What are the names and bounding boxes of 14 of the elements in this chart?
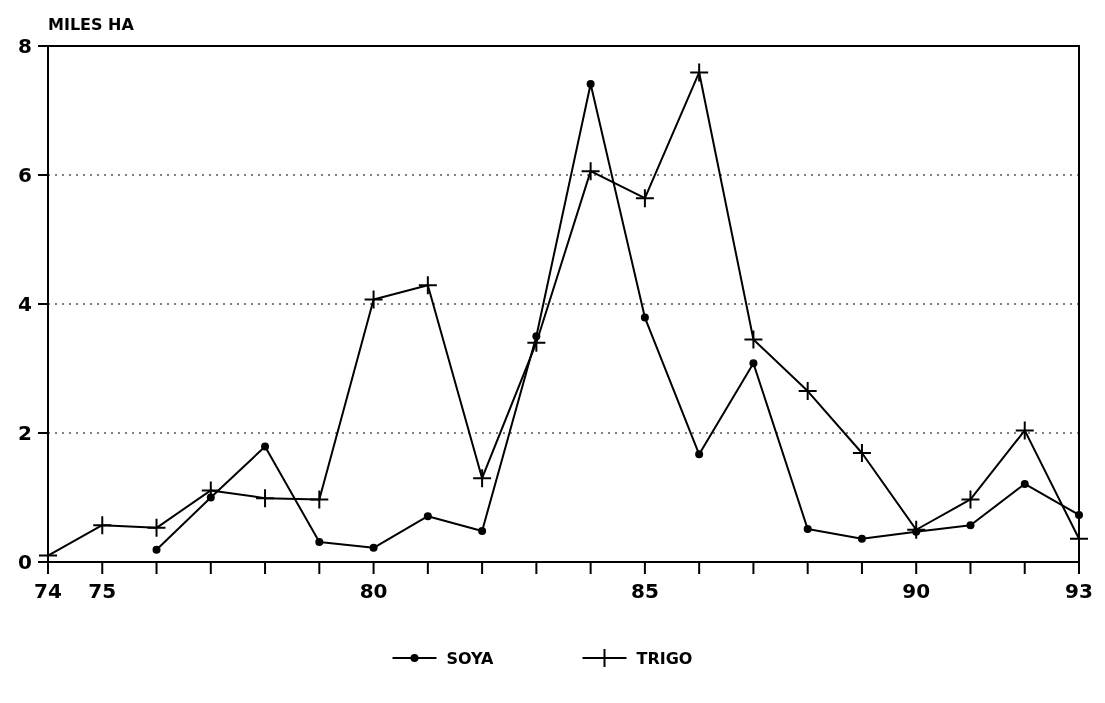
x-tick-label: 74 bbox=[34, 579, 62, 603]
y-tick-label: 4 bbox=[18, 292, 32, 316]
y-tick-label: 8 bbox=[18, 34, 32, 58]
x-tick-label: 93 bbox=[1065, 579, 1093, 603]
x-tick-label: 75 bbox=[88, 579, 117, 603]
y-axis-title: MILES HA bbox=[48, 15, 135, 34]
y-tick-label: 2 bbox=[18, 421, 32, 445]
y-tick-label: 0 bbox=[18, 550, 32, 574]
x-tick-label: 85 bbox=[630, 579, 659, 603]
x-tick-label: 80 bbox=[359, 579, 388, 603]
y-tick-label: 6 bbox=[18, 163, 32, 187]
legend-label: SOYA bbox=[446, 648, 495, 668]
legend-label: TRIGO bbox=[636, 648, 693, 668]
x-tick-label: 90 bbox=[902, 579, 931, 603]
